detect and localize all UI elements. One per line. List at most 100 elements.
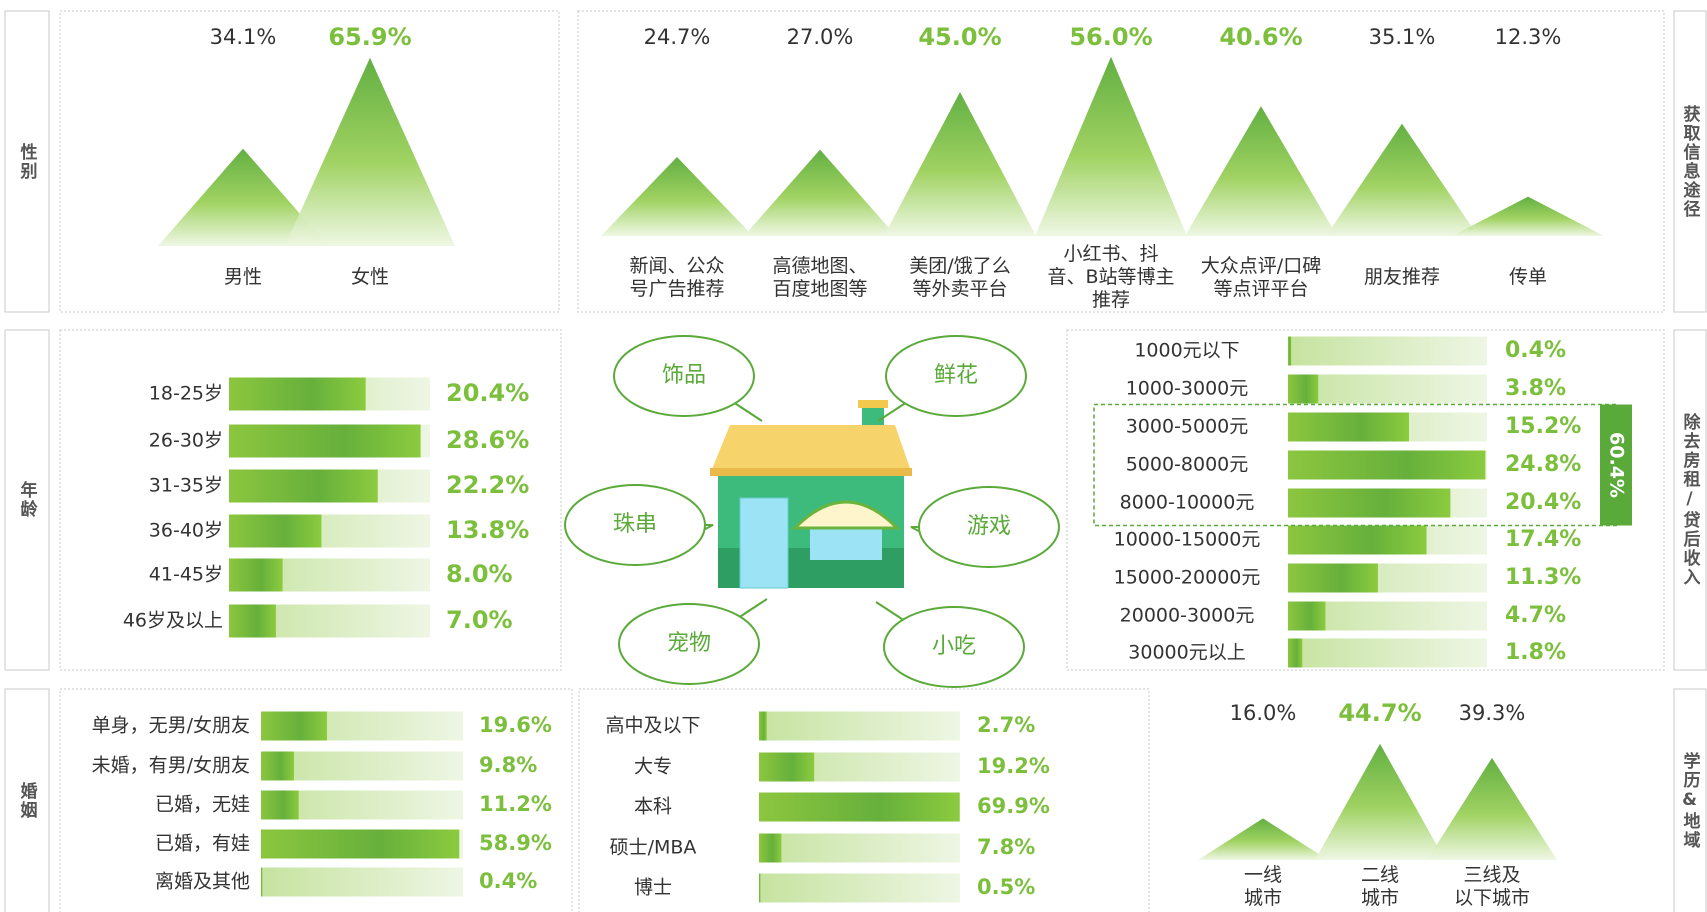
category-label: 离婚及其他 bbox=[155, 871, 250, 893]
value-label: 8.0% bbox=[446, 560, 513, 588]
mountain bbox=[601, 156, 753, 236]
side-label: 学历&地域 bbox=[1679, 751, 1700, 850]
bubble-label: 珠串 bbox=[613, 512, 657, 537]
bar bbox=[759, 711, 767, 741]
bubble-label: 小吃 bbox=[932, 634, 976, 659]
value-label: 11.2% bbox=[479, 792, 552, 816]
category-label: 已婚，有娃 bbox=[155, 833, 250, 855]
value-label: 69.9% bbox=[977, 794, 1050, 818]
bar bbox=[261, 829, 460, 859]
annotation-box bbox=[1600, 404, 1632, 526]
side-box bbox=[4, 329, 50, 671]
mountain bbox=[1452, 196, 1604, 236]
bar bbox=[229, 604, 276, 638]
value-label: 40.6% bbox=[1219, 23, 1302, 51]
value-label: 58.9% bbox=[479, 831, 552, 855]
category-label: 8000-10000元 bbox=[1120, 492, 1255, 514]
mountain bbox=[1035, 56, 1187, 236]
category-label: 高中及以下 bbox=[605, 715, 700, 737]
bar-track bbox=[261, 867, 463, 897]
bar bbox=[1288, 374, 1319, 404]
value-label: 35.1% bbox=[1369, 25, 1436, 49]
mountain bbox=[1427, 757, 1557, 860]
value-label: 7.0% bbox=[446, 606, 513, 634]
value-label: 44.7% bbox=[1338, 699, 1421, 727]
bar bbox=[759, 873, 761, 903]
value-label: 56.0% bbox=[1069, 23, 1152, 51]
mountain bbox=[285, 57, 455, 246]
bubble bbox=[618, 603, 760, 685]
bar bbox=[759, 752, 815, 782]
bubble-label: 游戏 bbox=[967, 514, 1011, 539]
side-box bbox=[4, 10, 50, 313]
category-label: 朋友推荐 bbox=[1363, 266, 1440, 288]
side-label: 获取信息途径 bbox=[1679, 104, 1700, 219]
category-label-box: 女性 bbox=[351, 266, 389, 288]
category-label-box: 朋友推荐 bbox=[1363, 266, 1440, 288]
mountain bbox=[1198, 818, 1328, 860]
category-label: 传单 bbox=[1508, 266, 1547, 288]
value-label: 39.3% bbox=[1459, 701, 1526, 725]
mountain bbox=[1185, 106, 1337, 236]
category-label: 单身，无男/女朋友 bbox=[92, 715, 250, 737]
value-label: 45.0% bbox=[918, 23, 1001, 51]
category-label-box: 男性 bbox=[223, 265, 262, 288]
panel bbox=[577, 10, 1665, 313]
category-label: 26-30岁 bbox=[149, 430, 223, 452]
value-label: 7.8% bbox=[977, 835, 1035, 859]
category-label: 本科 bbox=[634, 796, 672, 818]
chimney-top bbox=[858, 400, 888, 408]
bar bbox=[759, 833, 782, 863]
bar bbox=[1288, 450, 1486, 480]
category-label: 大专 bbox=[634, 756, 672, 778]
store bbox=[710, 400, 912, 589]
category-label-box: 高德地图、 百度地图等 bbox=[772, 255, 867, 300]
bubble bbox=[613, 335, 755, 417]
value-label: 11.3% bbox=[1505, 565, 1581, 590]
category-label-box: 传单 bbox=[1508, 266, 1547, 288]
bar-track bbox=[261, 751, 463, 781]
category-label: 5000-8000元 bbox=[1126, 454, 1249, 476]
bar bbox=[1288, 601, 1326, 631]
panel bbox=[59, 10, 560, 313]
category-label-box: 新闻、公众 号广告推荐 bbox=[629, 255, 724, 300]
category-label: 18-25岁 bbox=[149, 383, 223, 405]
mountain bbox=[1326, 123, 1478, 236]
bar bbox=[229, 558, 283, 592]
side-label-box: 性别 bbox=[16, 142, 37, 181]
value-label: 20.4% bbox=[1505, 490, 1581, 515]
bar bbox=[229, 424, 421, 458]
bubble-label: 鲜花 bbox=[934, 363, 978, 388]
category-label: 博士 bbox=[634, 877, 672, 899]
bar bbox=[261, 790, 299, 820]
category-label: 20000-3000元 bbox=[1120, 605, 1255, 627]
value-label: 2.7% bbox=[977, 713, 1035, 737]
side-label: 婚姻 bbox=[16, 781, 37, 820]
value-label: 24.7% bbox=[644, 25, 711, 49]
value-label: 24.8% bbox=[1505, 452, 1581, 477]
panel bbox=[59, 688, 573, 912]
category-label: 三线及 以下城市 bbox=[1453, 864, 1530, 909]
value-label: 34.1% bbox=[210, 25, 277, 49]
category-label: 31-35岁 bbox=[149, 475, 223, 497]
value-label: 20.4% bbox=[446, 379, 529, 407]
value-label: 0.5% bbox=[977, 875, 1035, 899]
value-label: 27.0% bbox=[787, 25, 854, 49]
bubble bbox=[885, 335, 1027, 417]
side-label: 性别 bbox=[16, 142, 37, 181]
awning bbox=[791, 500, 901, 530]
category-label-box: 二线 城市 bbox=[1361, 864, 1399, 909]
category-label: 1000元以下 bbox=[1134, 340, 1239, 362]
bar-track bbox=[759, 873, 960, 903]
bar bbox=[261, 751, 294, 781]
bar bbox=[1288, 336, 1292, 366]
side-label: 除去房租/贷后收入 bbox=[1679, 413, 1700, 587]
bar bbox=[1288, 638, 1303, 668]
bar bbox=[1288, 488, 1451, 518]
mountain bbox=[1315, 743, 1445, 860]
category-label: 一线 城市 bbox=[1243, 864, 1282, 909]
value-label: 9.8% bbox=[479, 753, 537, 777]
side-box bbox=[1673, 329, 1707, 671]
category-label: 男性 bbox=[223, 265, 262, 288]
category-label: 41-45岁 bbox=[149, 564, 223, 586]
